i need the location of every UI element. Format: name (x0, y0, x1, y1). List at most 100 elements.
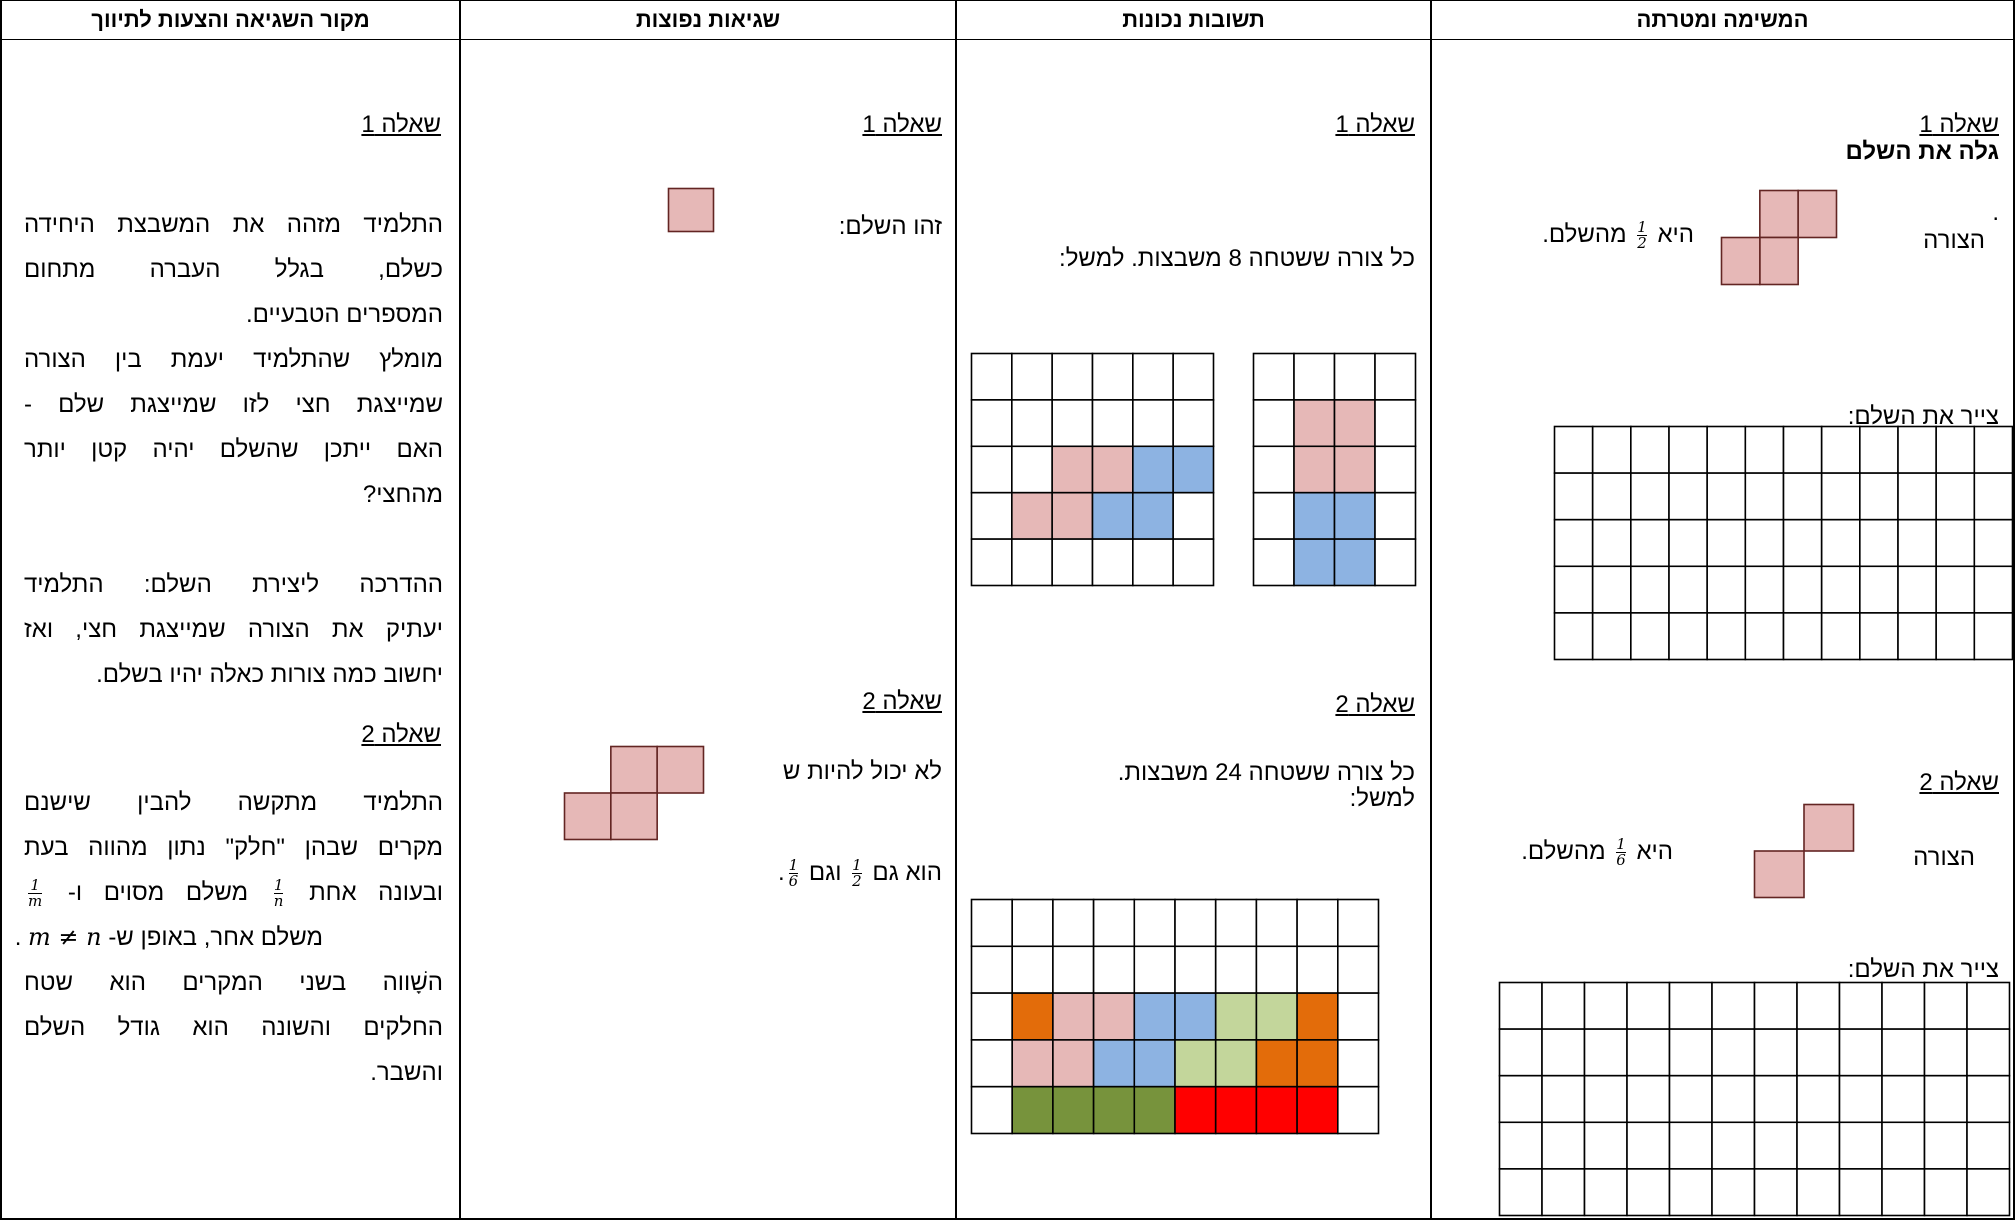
col4-paragraph-2: מומלץ שהתלמיד יעמת בין הצורה שמייצגת חצי … (24, 337, 443, 517)
grid-cell (1051, 352, 1094, 401)
grid-cell (1498, 1168, 1543, 1217)
filled-cell (1293, 491, 1336, 540)
col3-q2-and-also: וגם (808, 859, 842, 886)
filled-cell (1214, 1085, 1258, 1135)
tile-square (563, 792, 612, 841)
grid-cell (1091, 399, 1134, 448)
grid-cell (1897, 565, 1937, 614)
grid-cell (1966, 1028, 2011, 1077)
grid-cell (1859, 518, 1899, 568)
grid-cell (1011, 945, 1054, 994)
filled-cell (1011, 992, 1054, 1041)
grid-cell (1172, 399, 1215, 448)
grid-cell (970, 352, 1013, 401)
col2-q1-example-grid-b (970, 352, 1215, 587)
grid-cell (1583, 1028, 1628, 1077)
filled-cell (1174, 992, 1217, 1041)
grid-cell (1796, 1028, 1841, 1077)
filled-cell (1011, 491, 1053, 540)
grid-cell (1923, 1121, 1968, 1170)
grid-cell (1668, 1121, 1713, 1170)
grid-cell (1706, 425, 1747, 474)
grid-cell (1011, 399, 1053, 448)
filled-cell (1052, 992, 1095, 1041)
grid-cell (1132, 399, 1174, 448)
col1-q2-draw-label: צייר את השלם: (1847, 956, 1999, 983)
grid-cell (1252, 538, 1295, 587)
fraction-denominator: 2 (852, 872, 862, 891)
paragraph-line: השָׁווה בשני המקרים הוא שטח (24, 969, 443, 996)
col1-q2-shape-label: הצורה (1913, 844, 1975, 871)
grid-cell (1838, 1168, 1883, 1217)
grid-cell (1744, 472, 1785, 521)
grid-cell (1541, 981, 1586, 1030)
figure-svg (1753, 803, 1855, 899)
tile-square (1753, 850, 1805, 899)
grid-cell (1838, 1028, 1883, 1077)
grid-cell (1498, 1028, 1543, 1077)
grid-cell (1133, 898, 1176, 948)
filled-cell (1293, 445, 1336, 494)
filled-cell (1133, 1085, 1176, 1135)
col4-p4-line-4-a: משלם אחר, באופן ש- (108, 924, 323, 951)
grid-cell (1668, 472, 1708, 521)
grid-cell (1966, 1121, 2011, 1170)
grid-cell (1336, 1039, 1380, 1088)
grid-cell (1336, 992, 1380, 1041)
col1-q1-dot: . (1992, 199, 1999, 226)
paragraph-line: יעתיק את הצורה שמייצגת חצי, ואז (24, 616, 443, 643)
grid-cell (1753, 1074, 1798, 1124)
grid-cell (1973, 565, 2014, 614)
col2-q1-text: כל צורה ששטחה 8 משבצות. למשל: (1059, 245, 1415, 272)
grid-cell (1296, 898, 1339, 948)
col2-q1-example-grid-a (1252, 352, 1417, 587)
filled-cell (1092, 1085, 1136, 1135)
filled-cell (1091, 445, 1134, 494)
grid-cell (1668, 518, 1708, 568)
table-bottom-border (0, 1218, 2015, 1220)
grid-cell (1782, 472, 1823, 521)
grid-cell (1881, 1028, 1926, 1077)
grid-cell (1255, 945, 1298, 994)
col1-q1-title: שאלה 1 (1919, 111, 1999, 138)
grid-cell (1626, 1168, 1671, 1217)
grid-cell (1744, 565, 1785, 614)
col3-q1-text: זהו השלם: (838, 213, 942, 240)
fraction-denominator: n (273, 892, 284, 911)
grid-cell (1336, 945, 1380, 994)
col4-q2-title: שאלה 2 (361, 721, 441, 748)
grid-cell (1711, 1074, 1756, 1124)
col3-q1-title: שאלה 1 (862, 111, 942, 138)
grid-cell (1011, 538, 1053, 587)
filled-cell (1091, 491, 1134, 540)
grid-cell (1630, 425, 1670, 474)
filled-cell (1174, 1085, 1217, 1135)
col2-q2-example-grid (970, 898, 1380, 1135)
grid-cell (1897, 425, 1937, 474)
col1-q1-is: היא (1657, 221, 1694, 248)
filled-cell (1333, 399, 1376, 448)
filled-cell (1052, 1085, 1095, 1135)
paragraph-line: התלמיד מזהה את המשבצת היחידה (24, 211, 443, 238)
tile-square (610, 792, 658, 841)
table-left-border (0, 0, 2, 1220)
grid-cell (1091, 352, 1134, 401)
grid-cell (1973, 612, 2014, 661)
col4-paragraph-1: התלמיד מזהה את המשבצת היחידה כשלם, בגלל ה… (24, 202, 443, 337)
col3-q2-text: לא יכול להיות ש (782, 758, 942, 785)
grid-cell (1091, 538, 1134, 587)
grid-cell (1626, 981, 1671, 1030)
figure-svg (970, 352, 1215, 587)
grid-cell (1711, 1168, 1756, 1217)
filled-cell (1255, 1085, 1298, 1135)
col1-q1-shape (1720, 189, 1838, 333)
grid-cell (1498, 981, 1543, 1030)
grid-cell (1133, 945, 1176, 994)
filled-cell (1132, 491, 1174, 540)
filled-cell (1296, 1039, 1339, 1088)
